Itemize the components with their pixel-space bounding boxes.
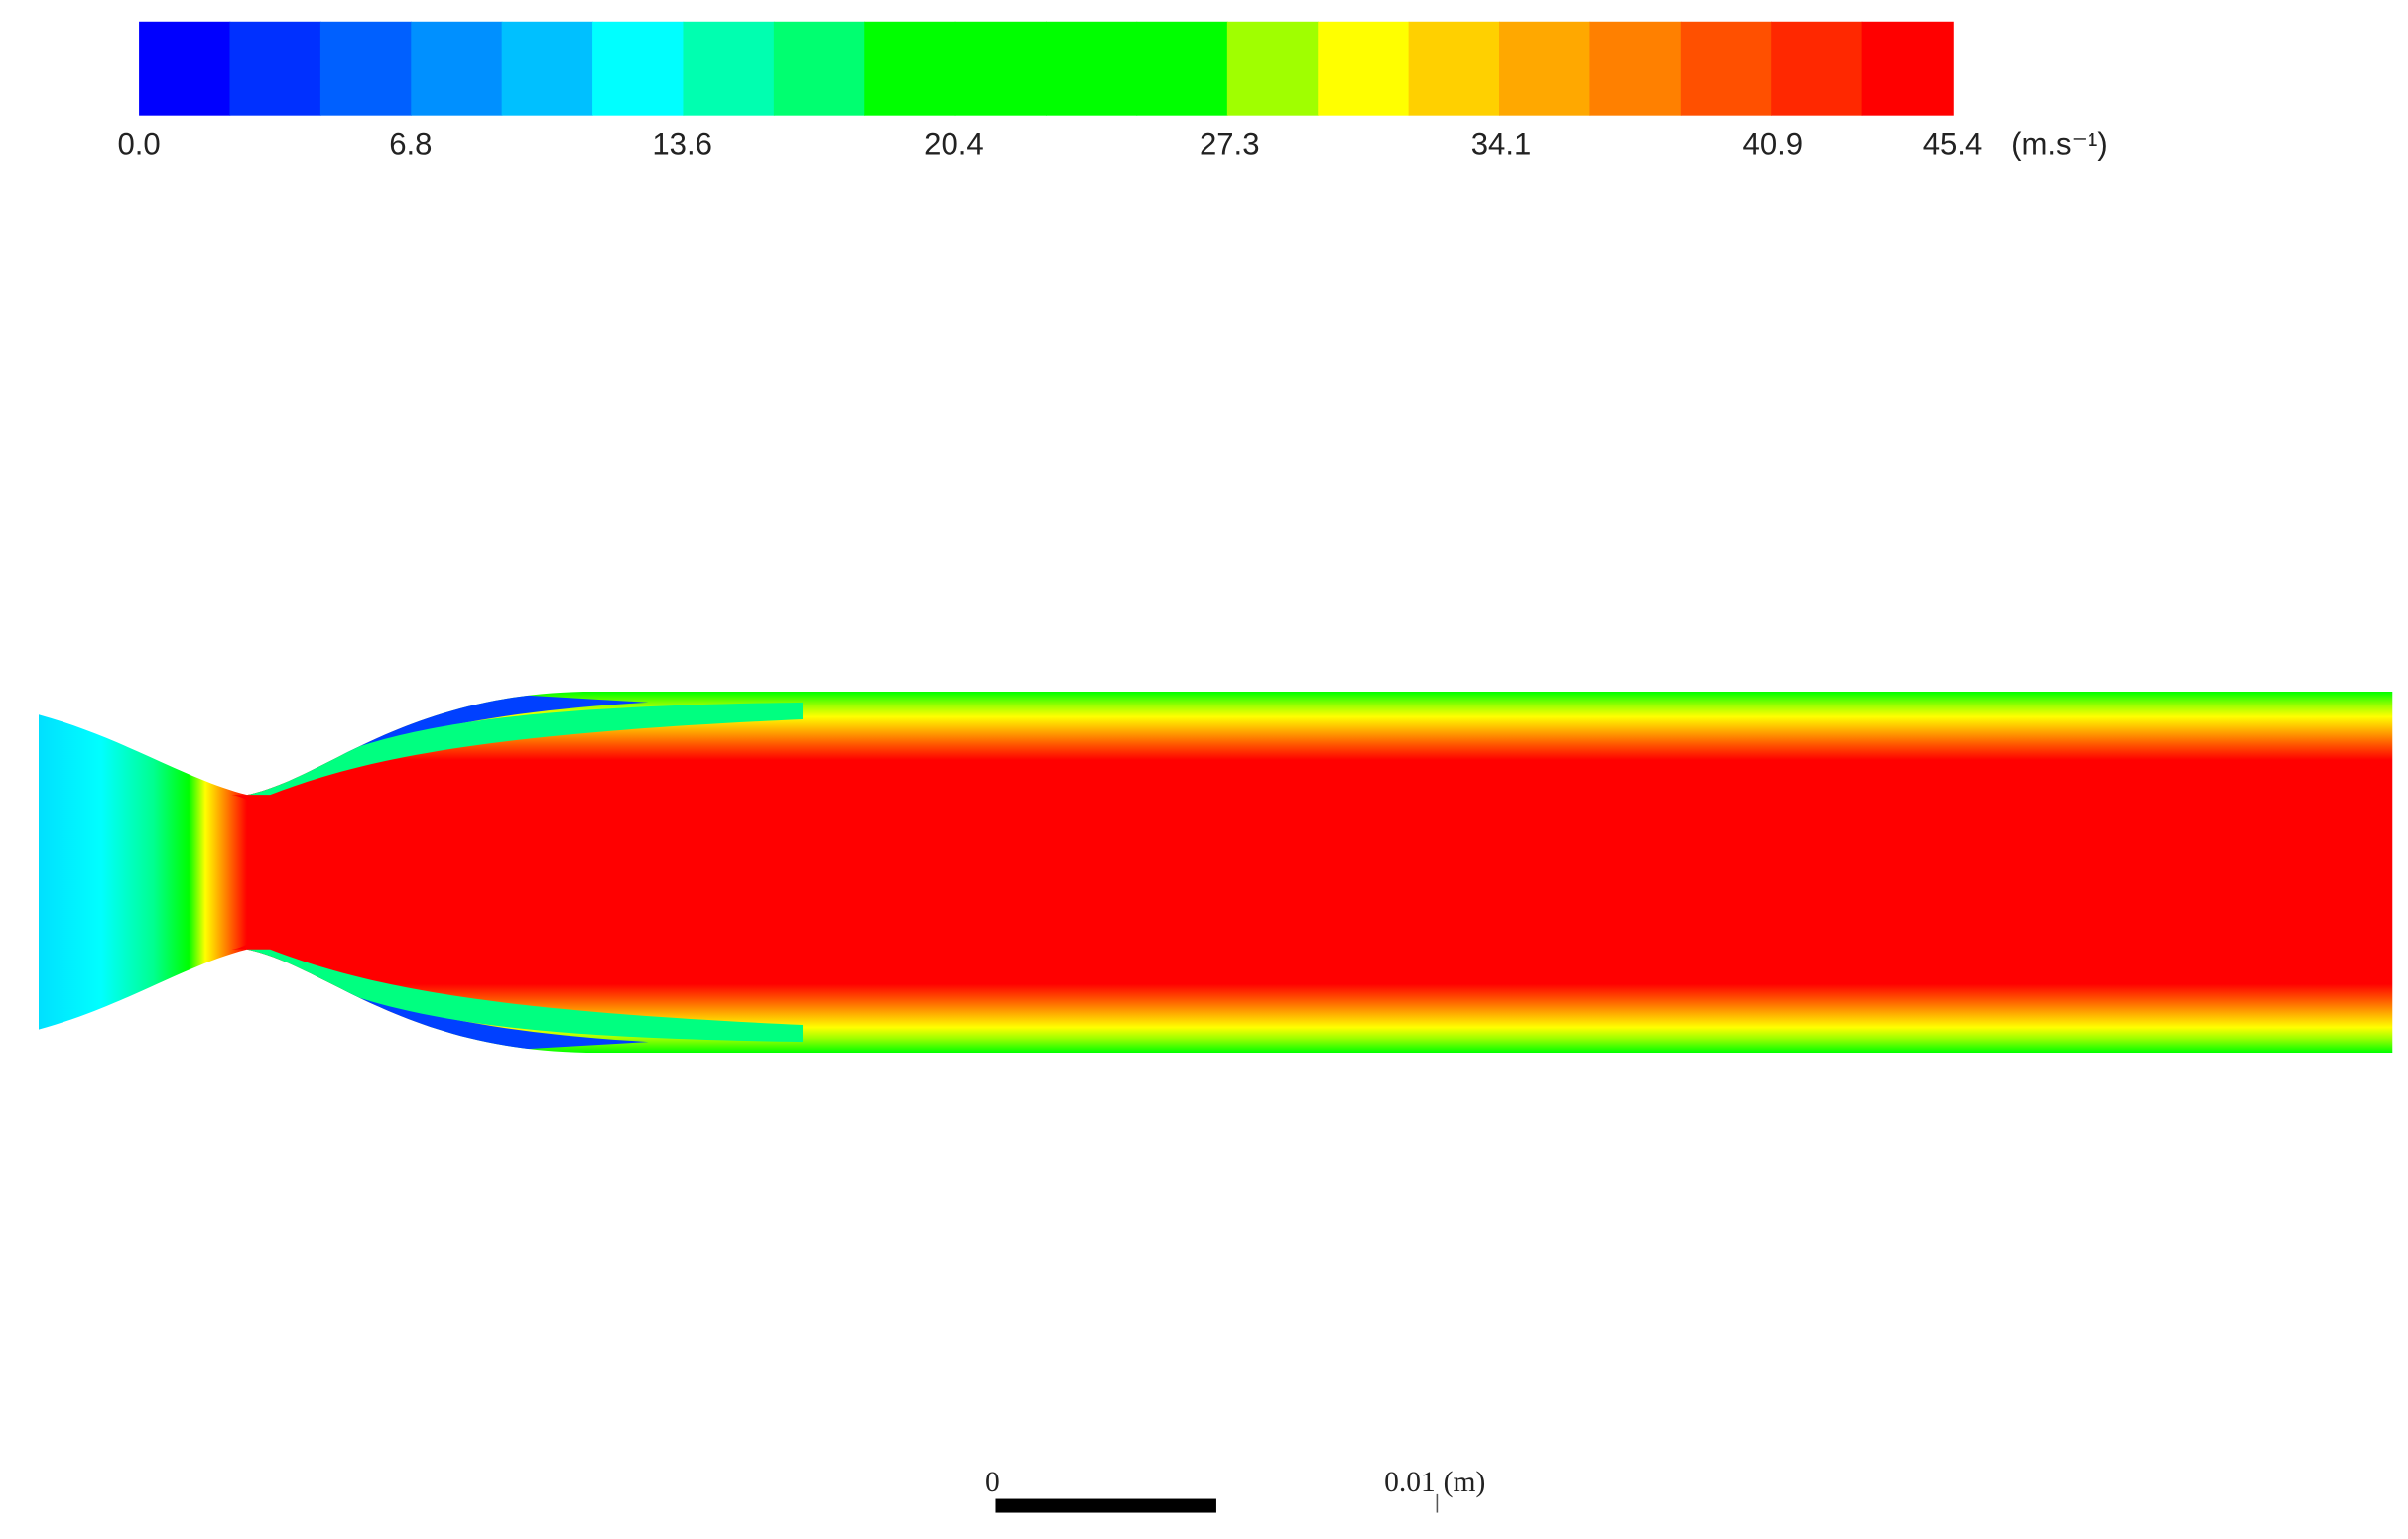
colorbar-band — [773, 21, 866, 116]
colorbar-band — [229, 21, 321, 116]
colorbar-tick-label: 40.9 — [1743, 127, 1804, 162]
colorbar-tick-label: 6.8 — [389, 127, 432, 162]
scale-unit: (m) — [1444, 1467, 1486, 1498]
colorbar-tick-label: 45.4 — [1923, 127, 1983, 162]
colorbar-band — [1680, 21, 1772, 116]
scale-end: 0.01 — [1384, 1467, 1436, 1498]
colorbar-tick-label: 34.1 — [1471, 127, 1532, 162]
colorbar-band — [501, 21, 593, 116]
colorbar-band — [1318, 21, 1410, 116]
colorbar: 0.0 6.8 13.6 20.4 27.3 34.1 40.9 45.4 (m.s⁻¹) — [117, 21, 2108, 162]
colorbar-band — [139, 21, 231, 116]
scale-bar-line — [995, 1498, 1216, 1513]
colorbar-unit: (m.s⁻¹) — [2011, 127, 2108, 162]
velocity-contour — [38, 691, 2393, 1053]
colorbar-band — [592, 21, 685, 116]
colorbar-tick-label: 13.6 — [652, 127, 712, 162]
colorbar-band — [411, 21, 503, 116]
scale-start: 0 — [985, 1467, 1000, 1498]
colorbar-tick-label: 27.3 — [1200, 127, 1260, 162]
colorbar-band — [1136, 21, 1228, 116]
scale-bar: 0 0.01 (m) — [985, 1467, 1485, 1513]
colorbar-band — [1226, 21, 1320, 116]
colorbar-band — [954, 21, 1047, 116]
colorbar-band — [1408, 21, 1500, 116]
colorbar-band — [1861, 21, 1954, 116]
colorbar-band — [1046, 21, 1138, 116]
colorbar-tick-label: 20.4 — [924, 127, 984, 162]
colorbar-band — [1771, 21, 1863, 116]
colorbar-band — [683, 21, 775, 116]
colorbar-band — [319, 21, 413, 116]
colorbar-tick-label: 0.0 — [117, 127, 160, 162]
colorbar-band — [1589, 21, 1682, 116]
colorbar-band — [864, 21, 956, 116]
colorbar-band — [1499, 21, 1591, 116]
